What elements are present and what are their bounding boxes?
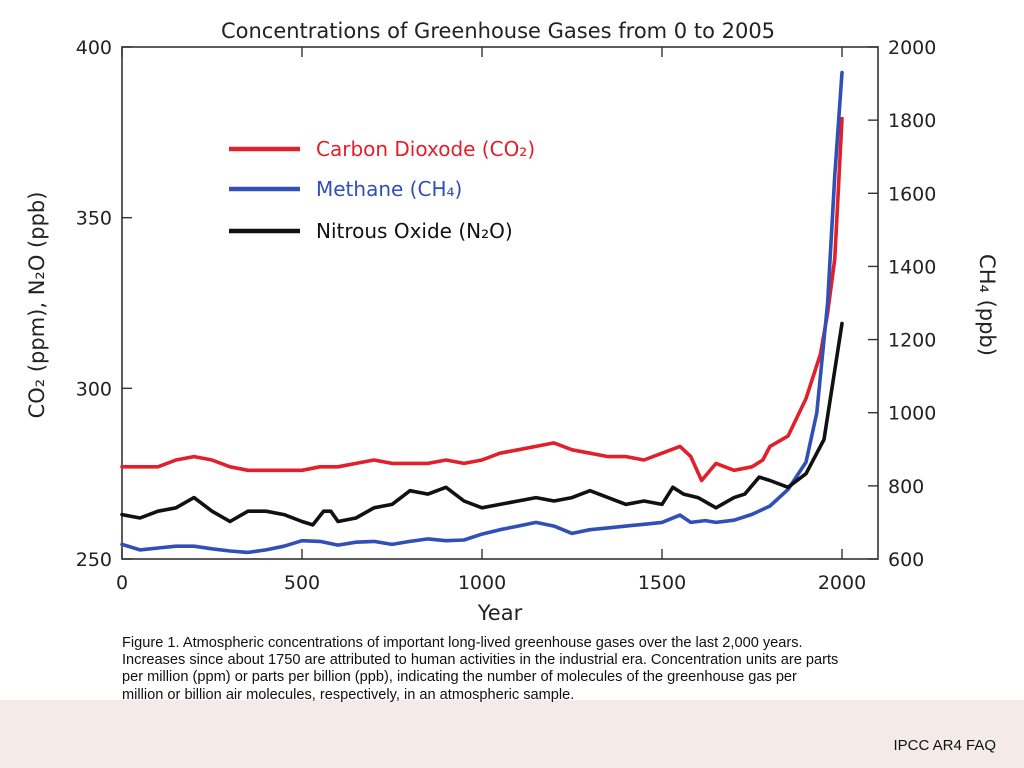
chart-title: Concentrations of Greenhouse Gases from …	[221, 19, 775, 43]
y-axis-left-title: CO₂ (ppm), N₂O (ppb)	[25, 192, 49, 419]
x-tick-label: 2000	[818, 572, 866, 594]
y-left-tick-label: 400	[76, 37, 112, 59]
legend-label: Nitrous Oxide (N₂O)	[316, 219, 513, 243]
series-layer	[120, 70, 844, 555]
legend-item-co2: Carbon Dioxode (CO₂)	[229, 137, 535, 161]
y-left-tick-label: 250	[76, 549, 112, 571]
n2o-series-line	[120, 321, 844, 527]
y-right-tick-label: 600	[888, 549, 924, 571]
y-right-tick-label: 800	[888, 476, 924, 498]
figure-caption: Figure 1. Atmospheric concentrations of …	[122, 635, 839, 703]
legend-item-ch4: Methane (CH₄)	[229, 177, 462, 201]
x-tick-label: 1000	[458, 572, 506, 594]
source-label: IPCC AR4 FAQ	[893, 737, 996, 754]
plot-frame	[121, 46, 879, 560]
legend-item-n2o: Nitrous Oxide (N₂O)	[229, 219, 513, 243]
y-right-tick-label: 1200	[888, 330, 936, 352]
y-right-tick-label: 2000	[888, 37, 936, 59]
greenhouse-gas-chart: Concentrations of Greenhouse Gases from …	[25, 19, 999, 625]
y-left-tick-label: 350	[76, 208, 112, 230]
y-right-tick-label: 1800	[888, 110, 936, 132]
axis-ticks: 0 500 1000 1500 2000 250 300 350 400 600 800 1000 12…	[76, 37, 937, 594]
y-axis-right-title: CH₄ (ppb)	[975, 254, 999, 356]
ch4-series-line	[120, 70, 844, 555]
legend: Carbon Dioxode (CO₂) Methane (CH₄) Nitrous…	[229, 137, 535, 243]
co2-series-line	[120, 116, 844, 483]
legend-label: Carbon Dioxode (CO₂)	[316, 137, 535, 161]
x-tick-label: 500	[284, 572, 320, 594]
x-tick-label: 0	[116, 572, 128, 594]
footer-band	[0, 700, 1024, 768]
x-tick-label: 1500	[638, 572, 686, 594]
y-right-tick-label: 1400	[888, 256, 936, 278]
y-right-tick-label: 1600	[888, 183, 936, 205]
legend-label: Methane (CH₄)	[316, 177, 462, 201]
y-right-tick-label: 1000	[888, 403, 936, 425]
x-axis-title: Year	[477, 601, 523, 625]
y-left-tick-label: 300	[76, 378, 112, 400]
